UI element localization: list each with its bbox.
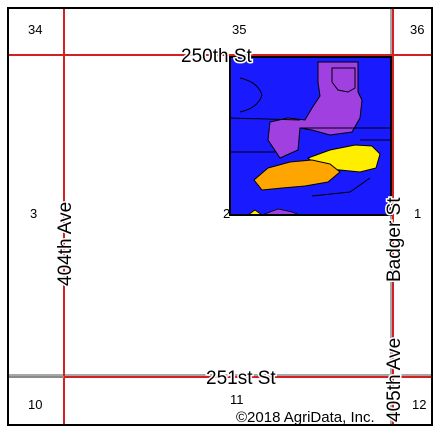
- road-label-badger-st: Badger St: [384, 197, 405, 282]
- section-number-n: 35: [232, 22, 246, 37]
- field-boundary: [229, 56, 392, 216]
- soil-unit-purple-small: [331, 67, 356, 93]
- section-number-se: 12: [412, 397, 426, 412]
- section-number-field-sw: 2: [223, 206, 230, 221]
- road-label-404th-ave: 404th Ave: [55, 202, 76, 286]
- road-label-405th-ave: 405th Ave: [384, 338, 405, 422]
- section-number-nw: 34: [28, 22, 42, 37]
- road-label-250th-st: 250th St: [181, 46, 252, 67]
- soil-boundary: [239, 77, 263, 113]
- soil-unit-orange: [253, 159, 341, 191]
- soil-boundary: [311, 177, 371, 197]
- soil-unit-blue: [230, 57, 391, 215]
- section-number-w: 3: [30, 206, 37, 221]
- copyright-notice: ©2018 AgriData, Inc.: [236, 409, 375, 426]
- field-outline: [229, 56, 392, 216]
- section-number-s: 11: [230, 392, 244, 407]
- road-label-251st-st: 251st St: [206, 368, 276, 389]
- section-number-ne: 36: [410, 22, 424, 37]
- section-number-e: 1: [414, 206, 421, 221]
- map-frame: [7, 7, 433, 426]
- soil-boundary: [229, 117, 301, 121]
- section-number-sw: 10: [28, 397, 42, 412]
